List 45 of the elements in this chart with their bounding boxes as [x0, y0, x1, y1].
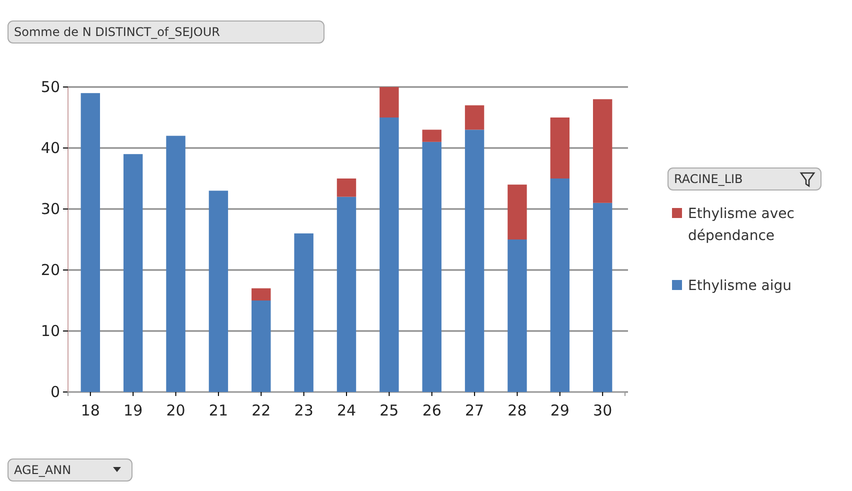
x-tick-label: 27 [465, 402, 484, 420]
chart-title: Somme de N DISTINCT_of_SEJOUR [14, 25, 220, 39]
bar [464, 105, 484, 130]
bar [252, 300, 271, 392]
bar [592, 202, 612, 392]
y-tick-label: 20 [40, 260, 60, 279]
bar [123, 154, 143, 392]
x-tick-label: 21 [208, 402, 228, 420]
bar [508, 240, 527, 392]
bar [336, 196, 356, 392]
y-tick-label: 30 [40, 200, 60, 218]
x-tick-label: 30 [593, 402, 612, 420]
bar [550, 118, 570, 178]
bar [422, 130, 442, 142]
bar [80, 93, 100, 392]
bar [294, 233, 314, 392]
bar [380, 118, 399, 392]
x-axis-title: AGE_ANN [14, 463, 72, 477]
bar [550, 178, 570, 392]
legend-title: RACINE_LIB [674, 172, 743, 186]
x-tick-label: 26 [422, 402, 442, 420]
bar [166, 136, 186, 392]
y-tick-label: 40 [40, 138, 60, 157]
bar [422, 142, 442, 392]
bar [208, 190, 228, 392]
legend-label: Ethylisme aigu [688, 278, 792, 294]
x-tick-label: 19 [124, 402, 143, 420]
bar [380, 87, 399, 118]
x-tick-label: 22 [252, 402, 271, 420]
x-tick-label: 23 [294, 402, 314, 420]
bar [592, 99, 612, 203]
x-tick-label: 29 [550, 402, 570, 420]
x-tick-label: 18 [80, 402, 100, 420]
y-tick-label: 50 [40, 78, 60, 96]
y-tick-label: 0 [50, 382, 60, 401]
bar [508, 184, 527, 240]
x-tick-label: 25 [380, 402, 399, 420]
x-tick-label: 24 [336, 402, 356, 420]
legend-label: Ethylisme avec dépendance [688, 206, 794, 244]
bar [252, 288, 271, 300]
bar [336, 178, 356, 197]
bar [464, 130, 484, 392]
y-tick-label: 10 [40, 322, 60, 340]
x-tick-label: 28 [508, 402, 527, 420]
x-tick-label: 20 [166, 402, 186, 420]
